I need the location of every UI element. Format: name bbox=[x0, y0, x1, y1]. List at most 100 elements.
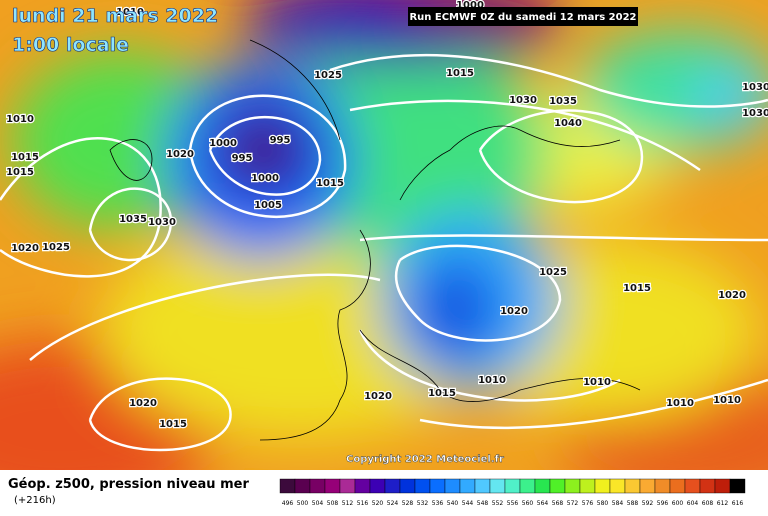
scale-label: 516 bbox=[357, 500, 369, 507]
isobar-label: 1010 bbox=[666, 398, 694, 409]
date: lundi 21 mars 2022 bbox=[12, 5, 218, 27]
isobar-label: 1020 bbox=[166, 149, 194, 160]
isobar-label: 1015 bbox=[428, 388, 456, 399]
isobar-label: 1015 bbox=[446, 68, 474, 79]
isobar-label: 1020 bbox=[11, 243, 39, 254]
scale-label: 592 bbox=[642, 500, 654, 507]
isobar-label: 1030 bbox=[742, 108, 768, 119]
scale-swatch bbox=[564, 478, 581, 494]
scale-swatch bbox=[279, 478, 296, 494]
isobar-label: 1030 bbox=[148, 217, 176, 228]
isobar-label: 995 bbox=[232, 153, 253, 164]
isobar-label: 1035 bbox=[549, 96, 577, 107]
isobar-label: 1025 bbox=[539, 267, 567, 278]
isobar-label: 1030 bbox=[742, 82, 768, 93]
isobar-label: 1000 bbox=[209, 138, 237, 149]
scale-label: 548 bbox=[477, 500, 489, 507]
scale-label: 608 bbox=[702, 500, 714, 507]
scale-label: 528 bbox=[402, 500, 414, 507]
scale-swatch bbox=[474, 478, 491, 494]
scale-swatch bbox=[729, 478, 746, 494]
isobar-label: 1015 bbox=[6, 167, 34, 178]
scale-label: 604 bbox=[687, 500, 699, 507]
scale-swatch bbox=[714, 478, 731, 494]
scale-swatch bbox=[549, 478, 566, 494]
scale-label: 580 bbox=[597, 500, 609, 507]
scale-swatch bbox=[624, 478, 641, 494]
scale-label: 540 bbox=[447, 500, 459, 507]
scale-swatch bbox=[309, 478, 326, 494]
scale-swatch bbox=[519, 478, 536, 494]
scale-swatch bbox=[594, 478, 611, 494]
isobar-label: 1010 bbox=[116, 7, 144, 18]
scale-label: 572 bbox=[567, 500, 579, 507]
scale-label: 524 bbox=[387, 500, 399, 507]
scale-swatch bbox=[699, 478, 716, 494]
lead-time: (+216h) bbox=[14, 495, 56, 506]
isobar-label: 1010 bbox=[713, 395, 741, 406]
isobar-label: 1015 bbox=[316, 178, 344, 189]
scale-label: 600 bbox=[672, 500, 684, 507]
copyright: Copyright 2022 Meteociel.fr bbox=[346, 454, 504, 465]
isobar-label: 1020 bbox=[500, 306, 528, 317]
isobar-label: 1015 bbox=[11, 152, 39, 163]
scale-swatch bbox=[324, 478, 341, 494]
scale-label: 512 bbox=[342, 500, 354, 507]
scale-label: 536 bbox=[432, 500, 444, 507]
isobar-label: 1010 bbox=[6, 114, 34, 125]
scale-swatch bbox=[354, 478, 371, 494]
scale-label: 552 bbox=[492, 500, 504, 507]
isobar-label: 1040 bbox=[554, 118, 582, 129]
scale-swatch bbox=[534, 478, 551, 494]
isobar-label: 1020 bbox=[129, 398, 157, 409]
coastlines bbox=[109, 39, 641, 441]
isobar-label: 1015 bbox=[159, 419, 187, 430]
scale-swatch bbox=[444, 478, 461, 494]
scale-label: 564 bbox=[537, 500, 549, 507]
scale-label: 576 bbox=[582, 500, 594, 507]
scale-swatch bbox=[294, 478, 311, 494]
scale-label: 520 bbox=[372, 500, 384, 507]
scale-swatch bbox=[684, 478, 701, 494]
time: 1:00 locale bbox=[12, 34, 129, 56]
isobar-label: 1025 bbox=[42, 242, 70, 253]
run-info: Run ECMWF 0Z du samedi 12 mars 2022 bbox=[409, 12, 636, 23]
isobar-label: 1010 bbox=[478, 375, 506, 386]
scale-label: 556 bbox=[507, 500, 519, 507]
isobar-label: 1015 bbox=[623, 283, 651, 294]
scale-label: 532 bbox=[417, 500, 429, 507]
scale-swatch bbox=[654, 478, 671, 494]
scale-swatch bbox=[339, 478, 356, 494]
scale-swatch bbox=[429, 478, 446, 494]
run-box bbox=[408, 7, 638, 26]
scale-swatch bbox=[369, 478, 386, 494]
scale-label: 560 bbox=[522, 500, 534, 507]
isobar-label: 995 bbox=[270, 135, 291, 146]
scale-label: 504 bbox=[312, 500, 324, 507]
scale-label: 612 bbox=[717, 500, 729, 507]
scale-swatch bbox=[414, 478, 431, 494]
scale-swatch bbox=[489, 478, 506, 494]
scale-label: 568 bbox=[552, 500, 564, 507]
isobar-label: 1005 bbox=[254, 200, 282, 211]
isobars bbox=[0, 53, 768, 452]
scale-label: 596 bbox=[657, 500, 669, 507]
scale-label: 588 bbox=[627, 500, 639, 507]
scale-label: 544 bbox=[462, 500, 474, 507]
isobar-label: 1020 bbox=[364, 391, 392, 402]
scale-swatch bbox=[399, 478, 416, 494]
scale-label: 584 bbox=[612, 500, 624, 507]
scale-label: 500 bbox=[297, 500, 309, 507]
scale-swatch bbox=[609, 478, 626, 494]
scale-label: 508 bbox=[327, 500, 339, 507]
legend-label: Géop. z500, pression niveau mer bbox=[8, 477, 249, 492]
isobar-label: 1030 bbox=[509, 95, 537, 106]
scale-swatch bbox=[579, 478, 596, 494]
isobar-label: 1020 bbox=[718, 290, 746, 301]
scale-swatch bbox=[639, 478, 656, 494]
scale-label: 496 bbox=[282, 500, 294, 507]
scale-swatch bbox=[384, 478, 401, 494]
scale-swatch bbox=[459, 478, 476, 494]
